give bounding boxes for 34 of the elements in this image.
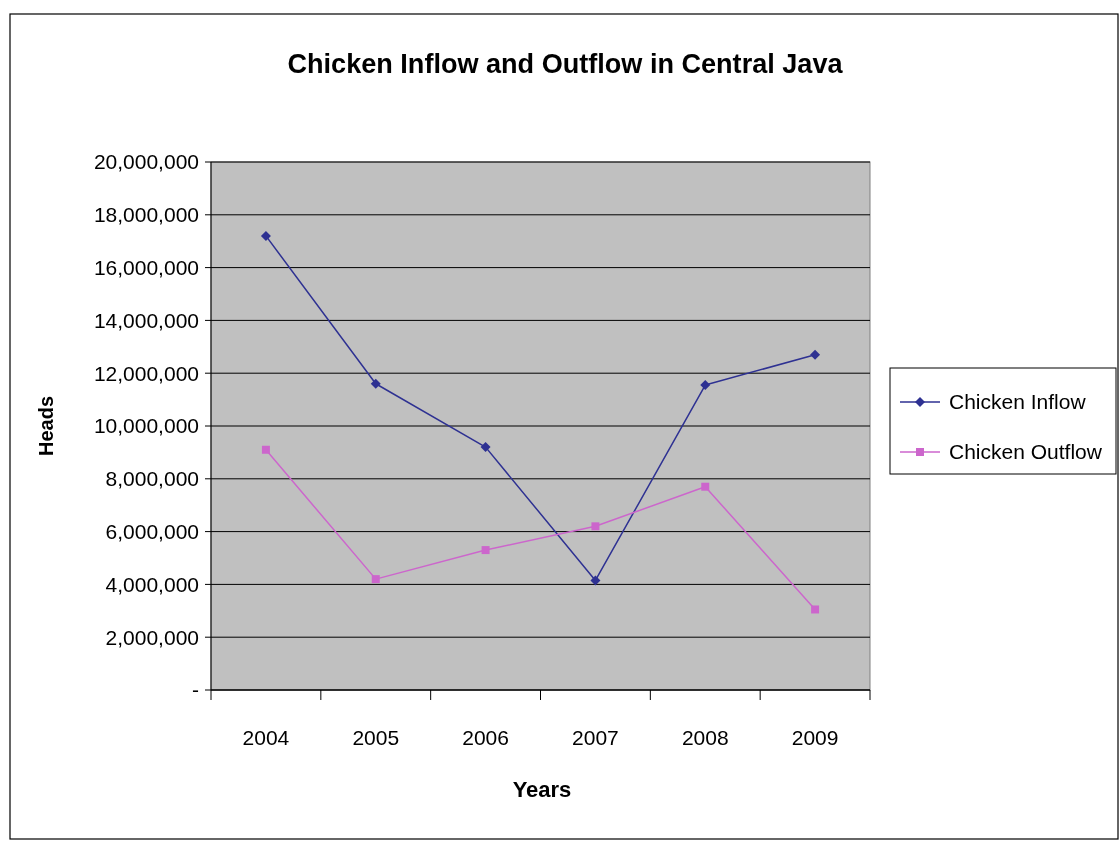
y-tick-label: 2,000,000 bbox=[105, 625, 199, 649]
y-tick-label: 12,000,000 bbox=[93, 361, 199, 385]
point bbox=[370, 378, 381, 389]
y-tick-label: 4,000,000 bbox=[105, 572, 199, 596]
y-tick-label: 10,000,000 bbox=[93, 414, 199, 438]
point bbox=[701, 482, 710, 491]
x-tick-label: 2007 bbox=[572, 726, 619, 749]
legend-label: Chicken Outflow bbox=[949, 440, 1103, 464]
chart-title: Chicken Inflow and Outflow in Central Java bbox=[287, 49, 844, 79]
x-tick-label: 2005 bbox=[352, 726, 400, 749]
y-tick-label: 18,000,000 bbox=[93, 203, 199, 227]
point bbox=[260, 230, 271, 241]
y-tick-label: 16,000,000 bbox=[93, 255, 199, 279]
point bbox=[481, 546, 490, 555]
x-tick-label: 2009 bbox=[791, 726, 839, 749]
point bbox=[591, 522, 600, 531]
point bbox=[590, 575, 601, 586]
y-tick-label: 14,000,000 bbox=[93, 308, 199, 332]
y-tick-label: - bbox=[192, 678, 199, 702]
y-tick-label: 8,000,000 bbox=[105, 467, 199, 491]
legend-label: Chicken Inflow bbox=[949, 390, 1087, 414]
x-tick-label: 2006 bbox=[462, 726, 509, 749]
point bbox=[371, 575, 380, 584]
x-tick-label: 2008 bbox=[681, 726, 729, 749]
point bbox=[700, 380, 711, 391]
x-tick-label: 2004 bbox=[242, 726, 290, 749]
y-axis-title: Heads bbox=[35, 395, 57, 457]
y-tick-label: 20,000,000 bbox=[93, 150, 199, 174]
x-axis-title: Years bbox=[512, 777, 572, 802]
point bbox=[480, 442, 491, 453]
point bbox=[810, 349, 821, 360]
y-tick-label: 6,000,000 bbox=[105, 519, 199, 543]
point bbox=[261, 445, 270, 454]
point bbox=[811, 605, 820, 614]
